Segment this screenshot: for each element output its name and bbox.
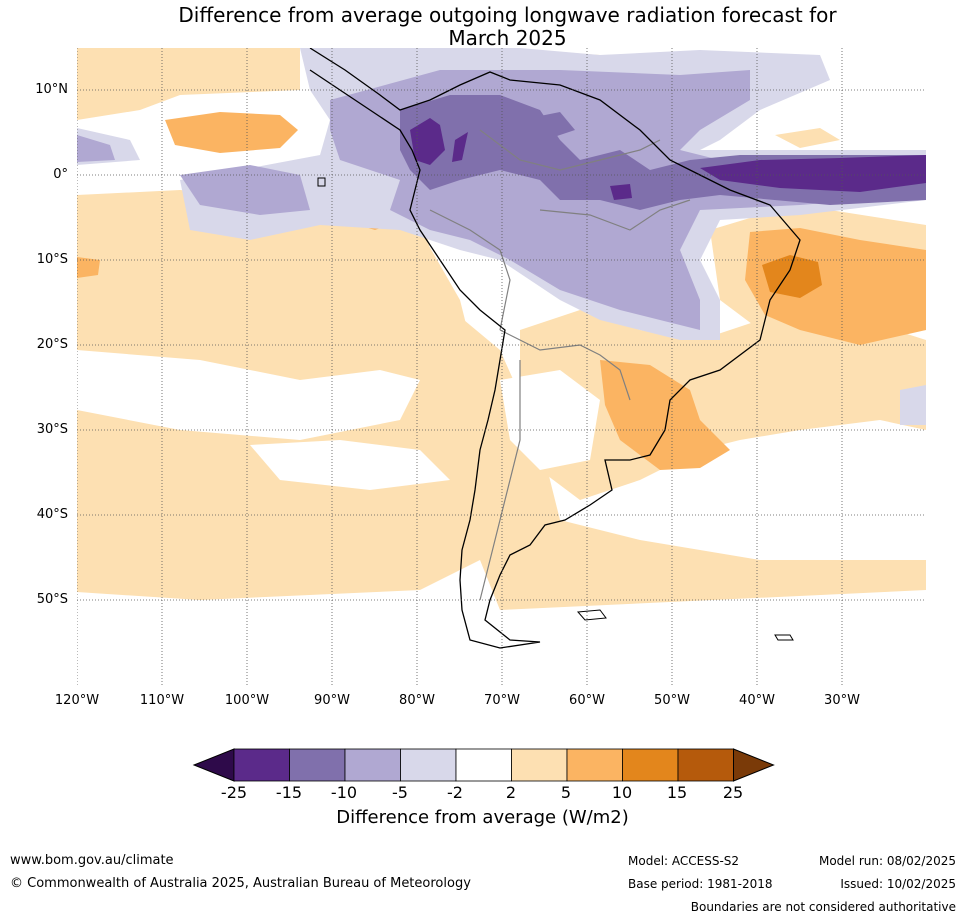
colorbar xyxy=(192,748,775,782)
colorbar-tick: 5 xyxy=(560,783,572,802)
lat-label-20s: 20°S xyxy=(36,337,68,352)
title-line-2: March 2025 xyxy=(448,26,567,50)
lat-label-10s: 10°S xyxy=(36,252,68,267)
lon-label-40w: 40°W xyxy=(739,693,775,708)
colorbar-tick: -5 xyxy=(392,783,408,802)
colorbar-segment xyxy=(566,748,623,782)
lon-label-80w: 80°W xyxy=(399,693,435,708)
colorbar-tick: 25 xyxy=(722,783,744,802)
graticule xyxy=(77,48,926,686)
colorbar-label: Difference from average (W/m2) xyxy=(336,807,629,828)
colorbar-segment xyxy=(511,748,568,782)
neutral-region xyxy=(77,350,600,490)
model-run-text: Model run: 08/02/2025 xyxy=(818,854,956,868)
model-text: Model: ACCESS-S2 xyxy=(628,854,740,868)
lon-label-100w: 100°W xyxy=(224,693,270,708)
south-america-coastline xyxy=(309,48,801,649)
lat-label-40s: 40°S xyxy=(36,507,68,522)
colorbar-segment xyxy=(233,748,290,782)
boundaries-disclaimer: Boundaries are not considered authoritat… xyxy=(690,900,956,914)
olr-anomaly-map xyxy=(77,48,926,686)
colorbar-tick: 2 xyxy=(505,783,517,802)
colorbar-tick: 15 xyxy=(666,783,688,802)
base-period-text: Base period: 1981-2018 xyxy=(628,877,773,891)
lon-label-70w: 70°W xyxy=(484,693,520,708)
colorbar-segment xyxy=(289,748,346,782)
lon-label-110w: 110°W xyxy=(139,693,185,708)
colorbar-tick: -25 xyxy=(220,783,248,802)
country-borders xyxy=(429,129,691,601)
issued-text: Issued: 10/02/2025 xyxy=(840,877,956,891)
lon-label-50w: 50°W xyxy=(654,693,690,708)
copyright-text: © Commonwealth of Australia 2025, Austra… xyxy=(10,876,471,891)
lon-label-90w: 90°W xyxy=(314,693,350,708)
colorbar-extend-low xyxy=(192,748,235,782)
lon-label-60w: 60°W xyxy=(569,693,605,708)
colorbar-segment xyxy=(344,748,401,782)
colorbar-segment xyxy=(677,748,734,782)
map-title: Difference from average outgoing longwav… xyxy=(0,4,965,50)
lat-label-50s: 50°S xyxy=(36,592,68,607)
colorbar-segment xyxy=(400,748,457,782)
colorbar-tick: -2 xyxy=(447,783,463,802)
lat-label-0: 0° xyxy=(53,167,68,182)
colorbar-tick: -15 xyxy=(275,783,303,802)
lat-label-10n: 10°N xyxy=(35,82,68,97)
lon-label-120w: 120°W xyxy=(54,693,100,708)
lat-label-30s: 30°S xyxy=(36,422,68,437)
islands xyxy=(317,177,794,641)
colorbar-extend-high xyxy=(733,748,775,782)
colorbar-segment xyxy=(455,748,512,782)
colorbar-tick: 10 xyxy=(611,783,633,802)
colorbar-tick: -10 xyxy=(330,783,358,802)
colorbar-segment xyxy=(622,748,679,782)
title-line-1: Difference from average outgoing longwav… xyxy=(178,3,837,27)
negative-anomaly-extreme-region xyxy=(410,118,926,200)
lon-label-30w: 30°W xyxy=(824,693,860,708)
website-link[interactable]: www.bom.gov.au/climate xyxy=(10,853,174,868)
